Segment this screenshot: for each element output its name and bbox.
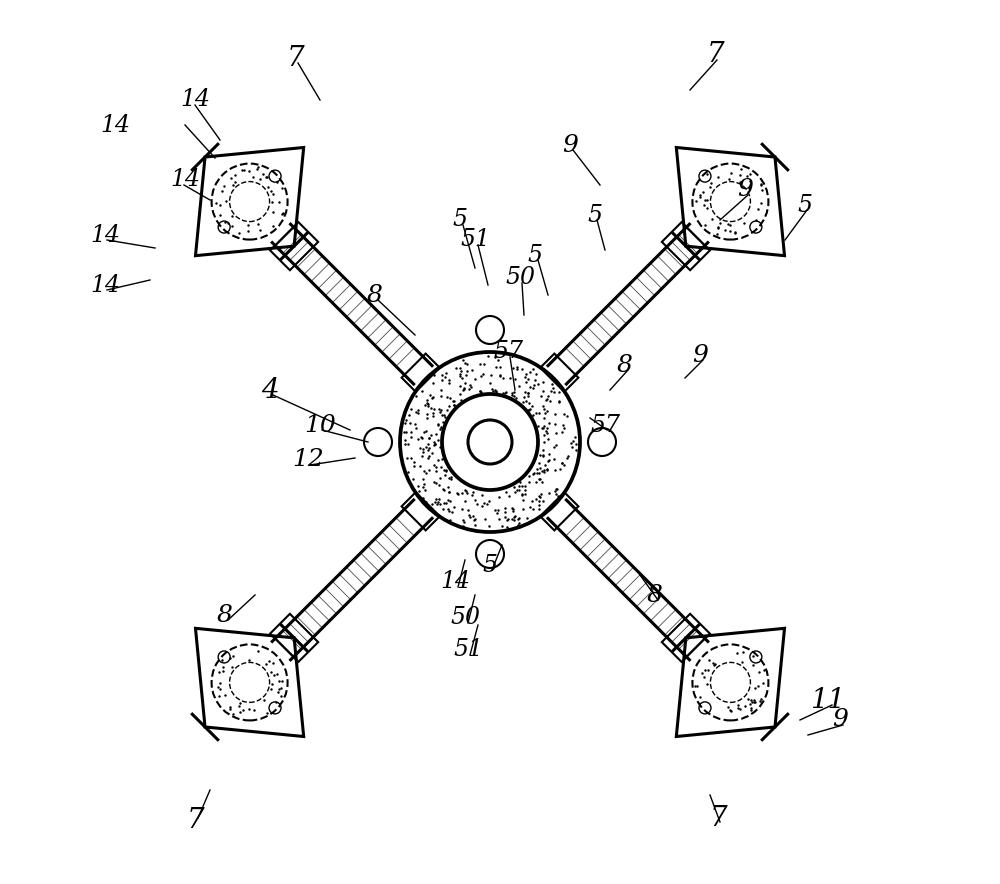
Text: 8: 8 — [617, 354, 633, 377]
Text: 9: 9 — [562, 133, 578, 156]
Text: 14: 14 — [90, 273, 120, 296]
Text: 50: 50 — [450, 606, 480, 629]
Text: 5: 5 — [588, 203, 602, 226]
Text: 7: 7 — [286, 44, 304, 72]
Text: 8: 8 — [367, 284, 383, 307]
Text: 7: 7 — [706, 42, 724, 68]
Text: 51: 51 — [460, 228, 490, 252]
Text: 8: 8 — [647, 583, 663, 606]
Text: 5: 5 — [528, 243, 542, 266]
Text: 9: 9 — [832, 708, 848, 731]
Text: 10: 10 — [304, 414, 336, 437]
Text: 5: 5 — [452, 209, 468, 232]
Text: 7: 7 — [709, 804, 727, 832]
Text: 57: 57 — [590, 414, 620, 437]
Text: 7: 7 — [186, 806, 204, 834]
Text: 5: 5 — [482, 553, 498, 576]
Text: 14: 14 — [170, 169, 200, 192]
Text: 14: 14 — [180, 88, 210, 111]
Text: 8: 8 — [217, 604, 233, 627]
Circle shape — [468, 420, 512, 464]
Text: 57: 57 — [493, 340, 523, 363]
Text: 12: 12 — [292, 448, 324, 471]
Text: 5: 5 — [798, 194, 812, 217]
Text: 51: 51 — [453, 638, 483, 661]
Text: 4: 4 — [261, 377, 279, 403]
Text: 50: 50 — [505, 266, 535, 289]
Text: 9: 9 — [737, 179, 753, 202]
Text: 11: 11 — [810, 687, 846, 713]
Text: 14: 14 — [90, 224, 120, 247]
Text: 14: 14 — [440, 570, 470, 593]
Text: 14: 14 — [100, 113, 130, 136]
Text: 9: 9 — [692, 344, 708, 367]
